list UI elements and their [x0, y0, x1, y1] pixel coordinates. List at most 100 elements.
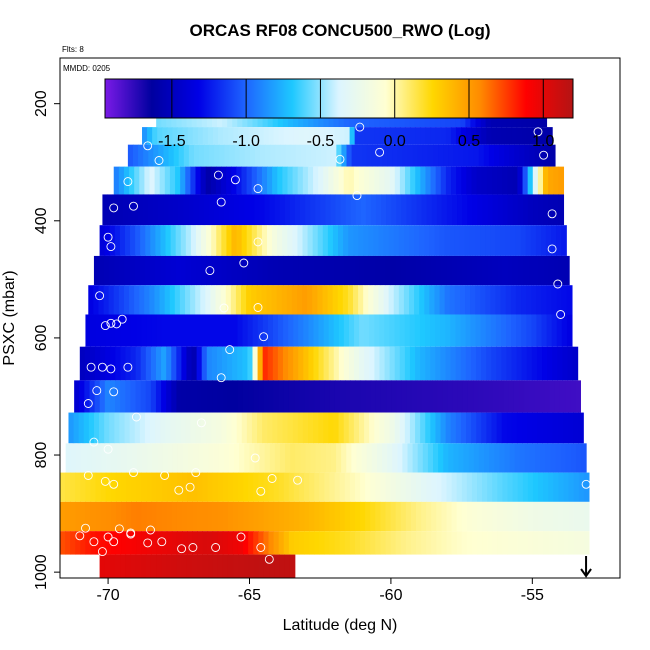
heatmap-cell — [268, 472, 275, 502]
heatmap-cell — [552, 346, 558, 381]
heatmap-cell — [511, 412, 518, 444]
heatmap-cell — [135, 225, 141, 256]
heatmap-cell — [294, 380, 300, 413]
heatmap-cell — [155, 346, 162, 381]
heatmap-cell — [540, 443, 546, 473]
heatmap-cell — [486, 412, 493, 444]
heatmap-cell — [486, 346, 492, 381]
heatmap-cell — [328, 412, 335, 444]
heatmap-cell — [222, 554, 229, 578]
heatmap-cell — [310, 443, 317, 473]
heatmap-cell — [237, 472, 244, 502]
heatmap-cell — [347, 285, 354, 315]
heatmap-cell — [556, 225, 562, 256]
heatmap-cell — [409, 346, 416, 381]
sample-point — [253, 237, 263, 247]
heatmap-cell — [124, 255, 131, 286]
heatmap-cell — [363, 225, 370, 256]
heatmap-cell — [283, 472, 290, 502]
heatmap-cell — [530, 225, 537, 256]
heatmap-cell — [572, 346, 579, 381]
heatmap-cell — [460, 127, 467, 145]
heatmap-cell — [443, 144, 449, 167]
heatmap-cell — [280, 144, 287, 167]
heatmap-cell — [351, 443, 358, 473]
heatmap-cell — [328, 346, 335, 381]
heatmap-cell — [105, 472, 112, 502]
heatmap-cell — [420, 255, 427, 286]
heatmap-cell — [222, 531, 229, 555]
heatmap-cell — [309, 531, 315, 555]
heatmap-cell — [130, 225, 136, 256]
heatmap-cell — [213, 443, 220, 473]
heatmap-cell — [332, 225, 339, 256]
heatmap-cell — [364, 255, 371, 286]
heatmap-cell — [389, 314, 396, 347]
heatmap-cell — [370, 380, 377, 413]
heatmap-cell — [258, 501, 265, 532]
heatmap-cell — [457, 194, 463, 226]
heatmap-cell — [243, 554, 250, 578]
heatmap-cell — [154, 285, 161, 315]
heatmap-cell — [249, 194, 256, 226]
heatmap-cell — [207, 531, 214, 555]
heatmap-cell — [455, 127, 462, 145]
heatmap-cell — [421, 380, 428, 413]
heatmap-cell — [529, 443, 536, 473]
heatmap-cell — [339, 472, 346, 502]
heatmap-cell — [74, 380, 80, 413]
heatmap-cell — [299, 380, 305, 413]
heatmap-cell — [382, 144, 388, 167]
heatmap-cell — [468, 443, 475, 473]
heatmap-cell — [207, 472, 214, 502]
heatmap-cell — [342, 285, 349, 315]
heatmap-cell — [131, 472, 137, 502]
chart-title: ORCAS RF08 CONCU500_RWO (Log) — [190, 21, 491, 40]
heatmap-cell — [329, 127, 336, 145]
heatmap-cell — [515, 285, 522, 315]
heatmap-cell — [502, 472, 509, 502]
heatmap-cell — [249, 443, 256, 473]
heatmap-cell — [213, 194, 220, 226]
heatmap-cell — [271, 285, 278, 315]
heatmap-cell — [568, 501, 575, 532]
heatmap-cell — [553, 194, 559, 226]
colorbar-gradient — [104, 78, 574, 119]
heatmap-cell — [425, 346, 431, 381]
heatmap-cell — [96, 443, 102, 473]
heatmap-cell — [183, 144, 190, 167]
heatmap-cell — [243, 531, 249, 555]
heatmap-cell — [377, 144, 383, 167]
heatmap-cell — [286, 285, 293, 315]
heatmap-cell — [409, 314, 416, 347]
heatmap-cell — [448, 144, 454, 167]
sample-point — [117, 314, 127, 324]
heatmap-cell — [170, 412, 177, 444]
heatmap-cell — [500, 314, 507, 347]
heatmap-cell — [526, 127, 533, 145]
heatmap-cell — [499, 443, 506, 473]
heatmap-cell — [497, 501, 504, 532]
heatmap-cell — [411, 380, 418, 413]
heatmap-cell — [262, 346, 269, 381]
heatmap-cell — [233, 554, 239, 578]
heatmap-cell — [298, 127, 305, 145]
heatmap-cell — [223, 443, 230, 473]
heatmap-cell — [110, 531, 117, 555]
heatmap-cell — [559, 380, 566, 413]
heatmap-cell — [507, 255, 514, 286]
heatmap-cell — [462, 194, 468, 226]
heatmap-cell — [461, 501, 468, 532]
heatmap-cell — [442, 380, 449, 413]
heatmap-cell — [75, 531, 81, 555]
heatmap-cell — [288, 127, 295, 145]
heatmap-cell — [161, 314, 168, 347]
heatmap-cell — [285, 144, 292, 167]
heatmap-cell — [333, 346, 340, 381]
heatmap-cell — [115, 501, 122, 532]
heatmap-cell — [543, 501, 549, 532]
heatmap-cell — [472, 255, 478, 286]
heatmap-cell — [122, 194, 129, 226]
heatmap-cell — [324, 472, 331, 502]
heatmap-cell — [536, 346, 543, 381]
